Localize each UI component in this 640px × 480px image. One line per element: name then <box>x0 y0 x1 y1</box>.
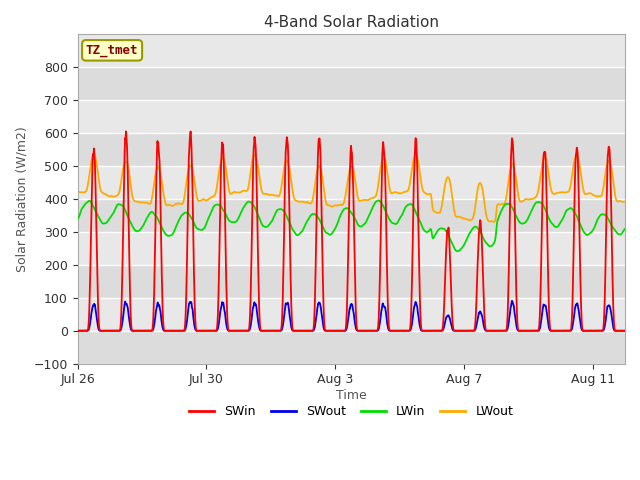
Line: SWin: SWin <box>77 132 625 331</box>
LWin <box>116 202 124 207</box>
SWin <box>185 165 193 171</box>
SWout <box>116 327 124 333</box>
Bar <box>77 331 625 364</box>
Bar <box>77 166 625 199</box>
SWin <box>375 315 383 321</box>
Line: LWin: LWin <box>77 200 625 251</box>
LWout <box>490 219 498 225</box>
LWout <box>374 180 382 186</box>
X-axis label: Time: Time <box>336 389 367 402</box>
Bar <box>77 265 625 298</box>
LWin <box>621 226 629 232</box>
Line: LWout: LWout <box>77 155 625 222</box>
SWin <box>506 249 513 254</box>
Text: TZ_tmet: TZ_tmet <box>86 44 138 57</box>
LWout <box>185 167 193 172</box>
LWin <box>185 211 193 216</box>
SWin <box>621 328 629 334</box>
SWout <box>238 328 246 334</box>
SWout <box>508 298 516 304</box>
SWin <box>192 326 200 332</box>
LWout <box>74 189 81 194</box>
Bar <box>77 133 625 166</box>
LWin <box>454 248 461 254</box>
LWin <box>506 201 513 207</box>
LWin <box>192 224 200 230</box>
SWout <box>621 328 629 334</box>
Bar <box>77 232 625 265</box>
SWin <box>239 328 246 334</box>
Bar <box>77 67 625 100</box>
LWin <box>238 207 246 213</box>
LWin <box>74 216 81 221</box>
SWin <box>187 129 195 134</box>
LWin <box>375 197 383 203</box>
Bar <box>77 298 625 331</box>
SWout <box>192 327 200 333</box>
SWin <box>116 323 124 329</box>
SWin <box>74 328 81 334</box>
SWout <box>74 328 81 334</box>
Y-axis label: Solar Radiation (W/m2): Solar Radiation (W/m2) <box>15 126 28 272</box>
Line: SWout: SWout <box>77 301 625 331</box>
Title: 4-Band Solar Radiation: 4-Band Solar Radiation <box>264 15 439 30</box>
LWout <box>238 189 246 194</box>
SWout <box>374 327 382 333</box>
SWout <box>505 318 513 324</box>
LWout <box>192 188 200 194</box>
LWout <box>621 199 629 204</box>
LWin <box>374 197 382 203</box>
SWout <box>185 304 193 310</box>
Bar <box>77 100 625 133</box>
LWout <box>116 182 124 188</box>
Bar <box>77 199 625 232</box>
LWout <box>506 172 513 178</box>
Legend: SWin, SWout, LWin, LWout: SWin, SWout, LWin, LWout <box>184 400 518 423</box>
LWout <box>412 152 419 157</box>
